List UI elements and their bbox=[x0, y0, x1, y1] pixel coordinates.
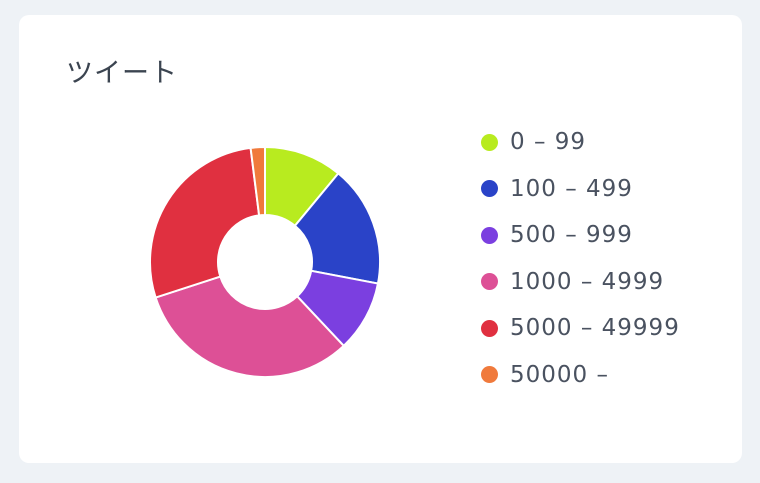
legend-label: 1000 – 4999 bbox=[510, 268, 665, 295]
legend-label: 0 – 99 bbox=[510, 129, 587, 156]
legend-swatch bbox=[481, 180, 498, 198]
legend-item: 500 – 999 bbox=[481, 212, 680, 259]
chart-legend: 0 – 99 100 – 499 500 – 999 1000 – 4999 5000 … bbox=[481, 119, 680, 398]
legend-label: 500 – 999 bbox=[510, 222, 633, 249]
legend-item: 5000 – 49999 bbox=[481, 305, 680, 352]
donut-slice bbox=[149, 146, 261, 299]
legend-label: 50000 – bbox=[510, 361, 609, 388]
legend-item: 1000 – 4999 bbox=[481, 259, 680, 306]
donut-slice bbox=[249, 145, 266, 217]
legend-item: 50000 – bbox=[481, 352, 680, 399]
legend-swatch bbox=[481, 226, 498, 244]
donut-chart bbox=[149, 145, 381, 378]
legend-swatch bbox=[481, 366, 498, 384]
legend-item: 0 – 99 bbox=[481, 119, 680, 166]
card-title: ツイート bbox=[66, 58, 178, 89]
legend-swatch bbox=[481, 273, 498, 291]
legend-swatch bbox=[481, 133, 498, 151]
legend-label: 5000 – 49999 bbox=[510, 315, 680, 342]
legend-swatch bbox=[481, 319, 498, 337]
legend-item: 100 – 499 bbox=[481, 166, 680, 213]
donut-slice bbox=[293, 171, 381, 285]
donut-slice bbox=[154, 275, 346, 378]
tweet-chart-card: ツイート 0 – 99 100 – 499 500 – 999 1000 – 4999… bbox=[19, 15, 742, 463]
legend-label: 100 – 499 bbox=[510, 175, 633, 202]
